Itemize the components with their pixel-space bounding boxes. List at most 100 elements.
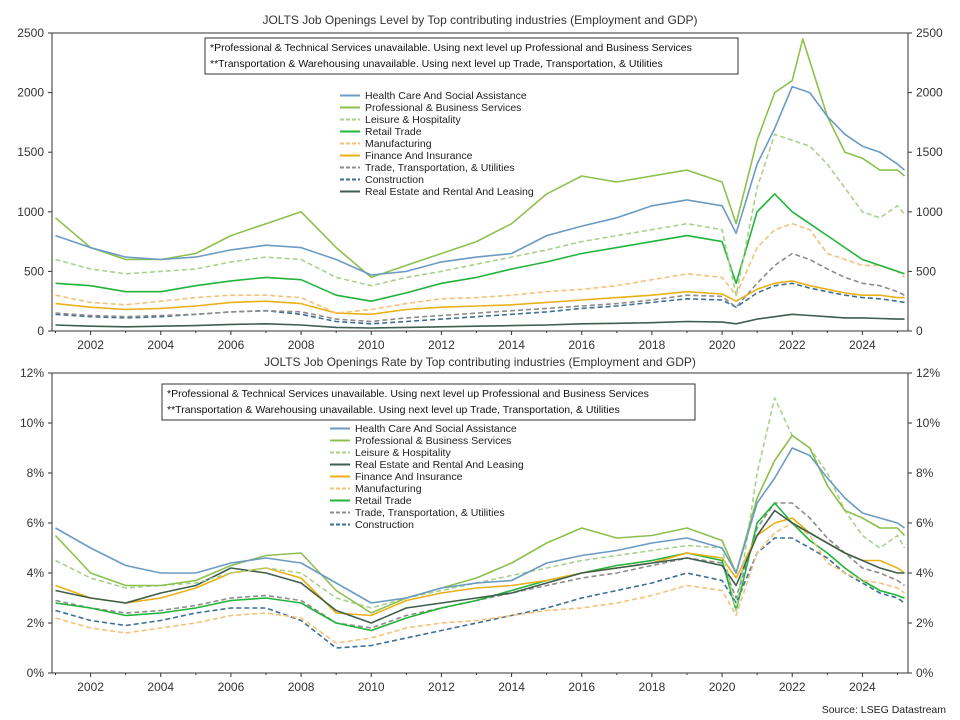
y-tick-label-right: 12% [916,366,940,380]
plot-frame [51,32,909,332]
y-tick-label-left: 2% [27,616,45,630]
series-line [55,133,906,297]
series-line [55,509,905,624]
series-group [54,38,906,329]
x-tick-label: 2004 [147,338,174,352]
x-tick-label: 2010 [358,680,385,694]
y-tick-label-left: 6% [27,516,45,530]
series-line [55,193,905,303]
note-text: *Professional & Technical Services unava… [210,42,692,54]
rate-chart-panel: JOLTS Job Openings Rate by Top contribut… [20,355,940,694]
series-line [55,397,906,612]
y-tick-label-right: 4% [916,566,934,580]
legend-label: Manufacturing [365,138,432,150]
legend-label: Health Care And Social Assistance [355,423,517,435]
note-text: **Transportation & Warehousing unavailab… [167,404,620,416]
x-tick-label: 2008 [288,338,315,352]
x-tick-label: 2002 [77,680,104,694]
legend-label: Leisure & Hospitality [355,447,451,459]
y-tick-label-right: 1000 [916,205,943,219]
y-tick-label-left: 12% [20,366,44,380]
chart-title: JOLTS Job Openings Level by Top contribu… [262,13,697,27]
y-tick-label-right: 2500 [916,26,943,40]
x-tick-label: 2018 [639,338,666,352]
x-tick-label: 2006 [218,338,245,352]
legend-label: Construction [355,519,414,531]
legend-label: Retail Trade [355,495,412,507]
x-tick-label: 2012 [428,338,455,352]
x-tick-label: 2024 [849,680,876,694]
series-group [54,397,906,649]
x-tick-label: 2020 [709,338,736,352]
legend-label: Finance And Insurance [365,150,473,162]
legend-label: Professional & Business Services [365,102,521,114]
y-tick-label-left: 0 [37,324,44,338]
series-line [54,434,906,614]
x-tick-label: 2022 [779,338,806,352]
x-tick-label: 2014 [498,338,525,352]
y-tick-label-left: 1000 [17,205,44,219]
legend-label: Finance And Insurance [355,471,463,483]
series-line [55,282,905,325]
x-tick-label: 2016 [568,680,595,694]
x-tick-label: 2008 [288,680,315,694]
legend-label: Construction [365,174,424,186]
legend-label: Real Estate and Rental And Leasing [365,186,534,198]
series-line [54,38,906,279]
y-tick-label-right: 6% [916,516,934,530]
series-line [55,522,905,644]
y-tick-label-right: 2000 [916,86,943,100]
series-line [55,280,905,316]
y-tick-label-right: 0% [916,666,934,680]
chart-title: JOLTS Job Openings Rate by Top contribut… [264,355,696,369]
y-tick-label-right: 10% [916,416,940,430]
x-tick-label: 2004 [147,680,174,694]
x-tick-label: 2010 [358,338,385,352]
series-line [55,222,906,314]
y-tick-label-left: 2500 [17,26,44,40]
x-tick-label: 2022 [779,680,806,694]
y-tick-label-left: 2000 [17,86,44,100]
source-label: Source: LSEG Datastream [822,704,947,716]
legend-label: Leisure & Hospitality [365,114,461,126]
legend-label: Retail Trade [365,126,422,138]
y-tick-label-left: 1500 [17,145,44,159]
notes-box [204,37,739,75]
y-tick-label-right: 500 [916,264,936,278]
x-tick-label: 2016 [568,338,595,352]
note-text: **Transportation & Warehousing unavailab… [210,58,663,70]
x-tick-label: 2024 [849,338,876,352]
series-line [55,537,905,649]
series-line [55,252,905,323]
x-tick-label: 2012 [428,680,455,694]
y-tick-label-left: 4% [27,566,45,580]
series-line [55,447,905,604]
legend-label: Trade, Transportation, & Utilities [355,507,505,519]
y-tick-label-left: 500 [24,264,44,278]
x-tick-label: 2006 [218,680,245,694]
series-line [55,85,906,276]
x-tick-label: 2014 [498,680,525,694]
x-tick-label: 2020 [709,680,736,694]
series-line [55,517,905,617]
x-tick-label: 2018 [639,680,666,694]
legend-label: Professional & Business Services [355,435,511,447]
x-tick-label: 2002 [77,338,104,352]
y-tick-label-right: 0 [916,324,923,338]
y-tick-label-left: 0% [27,666,45,680]
note-text: *Professional & Technical Services unava… [167,388,649,400]
y-tick-label-left: 10% [20,416,44,430]
legend-label: Real Estate and Rental And Leasing [355,459,524,471]
y-tick-label-left: 8% [27,466,45,480]
y-tick-label-right: 2% [916,616,934,630]
legend-label: Manufacturing [355,483,422,495]
notes-box [161,383,696,421]
series-line [55,502,905,629]
legend-label: Trade, Transportation, & Utilities [365,162,515,174]
level-chart-panel: JOLTS Job Openings Level by Top contribu… [17,13,943,352]
series-line [55,313,905,329]
y-tick-label-right: 1500 [916,145,943,159]
y-tick-label-right: 8% [916,466,934,480]
legend-label: Health Care And Social Assistance [365,90,527,102]
